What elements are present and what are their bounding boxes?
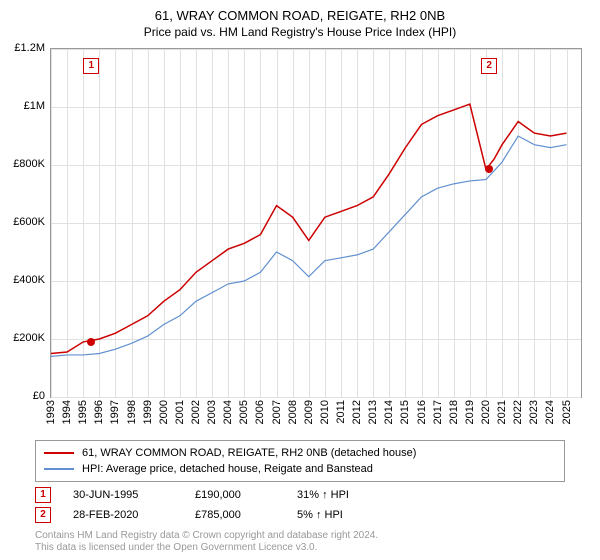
datapoint-row: 1 30-JUN-1995 £190,000 31% ↑ HPI (35, 485, 565, 505)
xtick-label: 2006 (254, 400, 266, 424)
legend: 61, WRAY COMMON ROAD, REIGATE, RH2 0NB (… (35, 440, 565, 482)
ytick-label: £1.2M (14, 42, 45, 54)
chart-subtitle: Price paid vs. HM Land Registry's House … (0, 23, 600, 39)
xtick-label: 2009 (303, 400, 315, 424)
xtick-label: 2014 (383, 400, 395, 424)
xtick-label: 2013 (367, 400, 379, 424)
gridline-horizontal (51, 397, 581, 398)
xtick-label: 1996 (93, 400, 105, 424)
xtick-label: 2007 (271, 400, 283, 424)
ytick-label: £200K (13, 332, 45, 344)
xtick-label: 1994 (61, 400, 73, 424)
ytick-label: £400K (13, 274, 45, 286)
xtick-label: 2017 (432, 400, 444, 424)
xtick-label: 1998 (126, 400, 138, 424)
legend-label: HPI: Average price, detached house, Reig… (82, 463, 373, 475)
marker-label-box: 1 (83, 58, 99, 74)
xtick-label: 2004 (222, 400, 234, 424)
footer-line-2: This data is licensed under the Open Gov… (35, 542, 378, 554)
xtick-label: 2010 (319, 400, 331, 424)
xtick-label: 2008 (287, 400, 299, 424)
xtick-label: 2020 (480, 400, 492, 424)
datapoint-date: 30-JUN-1995 (73, 489, 183, 501)
datapoint-row: 2 28-FEB-2020 £785,000 5% ↑ HPI (35, 505, 565, 525)
datapoint-pct: 31% ↑ HPI (297, 489, 387, 501)
marker-dot (87, 338, 95, 346)
xtick-label: 2012 (351, 400, 363, 424)
datapoint-table: 1 30-JUN-1995 £190,000 31% ↑ HPI 2 28-FEB-202… (35, 485, 565, 525)
legend-row: HPI: Average price, detached house, Reig… (44, 461, 556, 477)
datapoint-marker: 2 (35, 507, 51, 523)
xtick-label: 2000 (158, 400, 170, 424)
xtick-label: 2003 (206, 400, 218, 424)
xtick-label: 2011 (335, 400, 347, 424)
datapoint-price: £190,000 (195, 489, 285, 501)
xtick-label: 2016 (416, 400, 428, 424)
xtick-label: 2022 (512, 400, 524, 424)
legend-swatch (44, 468, 74, 470)
legend-swatch (44, 452, 74, 454)
xtick-label: 2001 (174, 400, 186, 424)
legend-label: 61, WRAY COMMON ROAD, REIGATE, RH2 0NB (… (82, 447, 416, 459)
ytick-label: £0 (33, 390, 45, 402)
legend-row: 61, WRAY COMMON ROAD, REIGATE, RH2 0NB (… (44, 445, 556, 461)
xtick-label: 2023 (528, 400, 540, 424)
datapoint-pct: 5% ↑ HPI (297, 509, 387, 521)
datapoint-date: 28-FEB-2020 (73, 509, 183, 521)
xtick-label: 2018 (448, 400, 460, 424)
marker-dot (485, 165, 493, 173)
footer-attribution: Contains HM Land Registry data © Crown c… (35, 530, 378, 554)
datapoint-price: £785,000 (195, 509, 285, 521)
ytick-label: £600K (13, 216, 45, 228)
xtick-label: 1999 (142, 400, 154, 424)
series-line (51, 104, 567, 353)
xtick-label: 1993 (45, 400, 57, 424)
chart-title: 61, WRAY COMMON ROAD, REIGATE, RH2 0NB (0, 0, 600, 23)
plot-area: 12 (50, 48, 582, 398)
xtick-label: 1995 (77, 400, 89, 424)
ytick-label: £1M (24, 100, 45, 112)
datapoint-marker: 1 (35, 487, 51, 503)
series-svg (51, 49, 581, 397)
xtick-label: 2015 (399, 400, 411, 424)
xtick-label: 2025 (561, 400, 573, 424)
xtick-label: 2024 (544, 400, 556, 424)
xtick-label: 2019 (464, 400, 476, 424)
xtick-label: 2005 (238, 400, 250, 424)
xtick-label: 2002 (190, 400, 202, 424)
xtick-label: 1997 (109, 400, 121, 424)
footer-line-1: Contains HM Land Registry data © Crown c… (35, 530, 378, 542)
ytick-label: £800K (13, 158, 45, 170)
chart-container: 61, WRAY COMMON ROAD, REIGATE, RH2 0NB P… (0, 0, 600, 560)
marker-label-box: 2 (481, 58, 497, 74)
xtick-label: 2021 (496, 400, 508, 424)
